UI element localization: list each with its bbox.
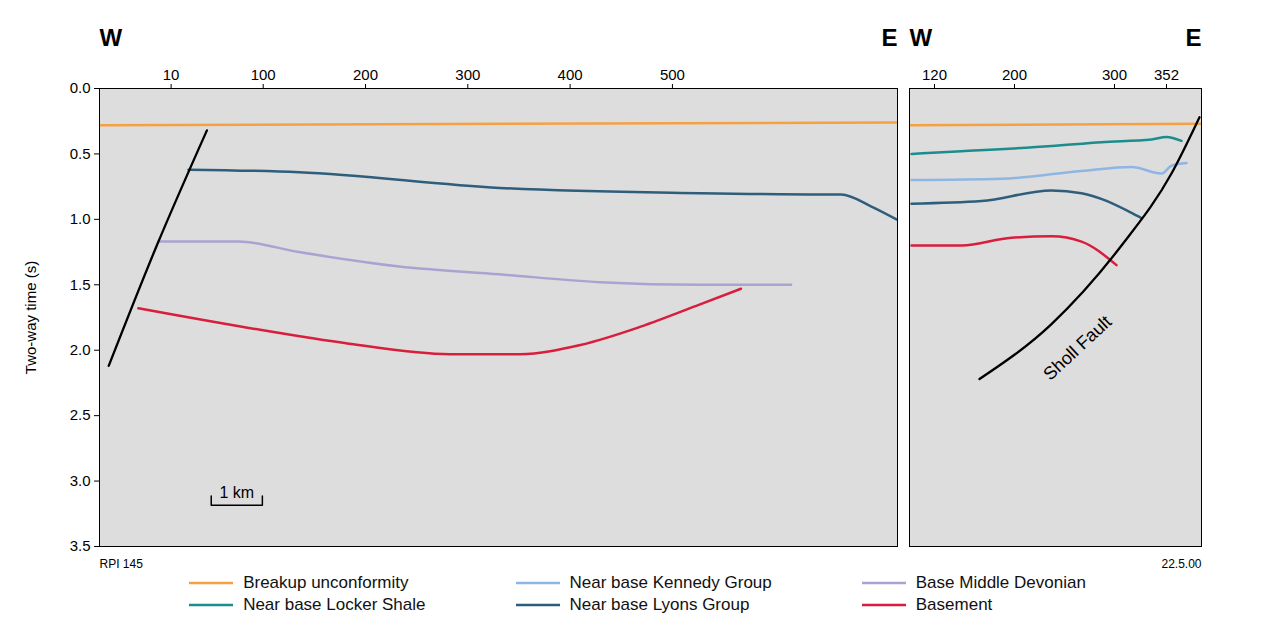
svg-text:10: 10 <box>163 66 180 83</box>
svg-text:200: 200 <box>353 66 378 83</box>
svg-text:100: 100 <box>251 66 276 83</box>
svg-text:120: 120 <box>922 66 947 83</box>
svg-text:2.0: 2.0 <box>70 341 91 358</box>
svg-text:Two-way time (s): Two-way time (s) <box>22 261 39 374</box>
svg-text:W: W <box>100 24 123 51</box>
svg-text:500: 500 <box>660 66 685 83</box>
html-text:Near base Lyons Group: Near base Lyons Group <box>569 595 750 614</box>
svg-text:1.5: 1.5 <box>70 276 91 293</box>
svg-text:22.5.00: 22.5.00 <box>1161 557 1201 571</box>
svg-text:W: W <box>910 24 933 51</box>
svg-text:200: 200 <box>1002 66 1027 83</box>
svg-text:E: E <box>1185 24 1201 51</box>
svg-text:1 km: 1 km <box>219 484 254 501</box>
svg-text:0.0: 0.0 <box>70 79 91 96</box>
svg-text:300: 300 <box>455 66 480 83</box>
html-text:Breakup unconformity: Breakup unconformity <box>243 573 409 592</box>
svg-text:3.5: 3.5 <box>70 537 91 554</box>
svg-text:E: E <box>881 24 897 51</box>
html-text:Base Middle Devonian: Base Middle Devonian <box>915 573 1086 592</box>
svg-text:300: 300 <box>1102 66 1127 83</box>
svg-text:RPI 145: RPI 145 <box>100 557 144 571</box>
svg-text:400: 400 <box>558 66 583 83</box>
svg-text:Sholl Fault: Sholl Fault <box>1039 312 1115 385</box>
svg-text:0.5: 0.5 <box>70 145 91 162</box>
html-text:Near base Locker Shale: Near base Locker Shale <box>243 595 426 614</box>
svg-text:2.5: 2.5 <box>70 406 91 423</box>
svg-text:352: 352 <box>1154 66 1179 83</box>
svg-text:1.0: 1.0 <box>70 210 91 227</box>
html-text:Basement: Basement <box>915 595 993 614</box>
svg-text:3.0: 3.0 <box>70 472 91 489</box>
html-text:Near base Kennedy Group: Near base Kennedy Group <box>569 573 772 592</box>
